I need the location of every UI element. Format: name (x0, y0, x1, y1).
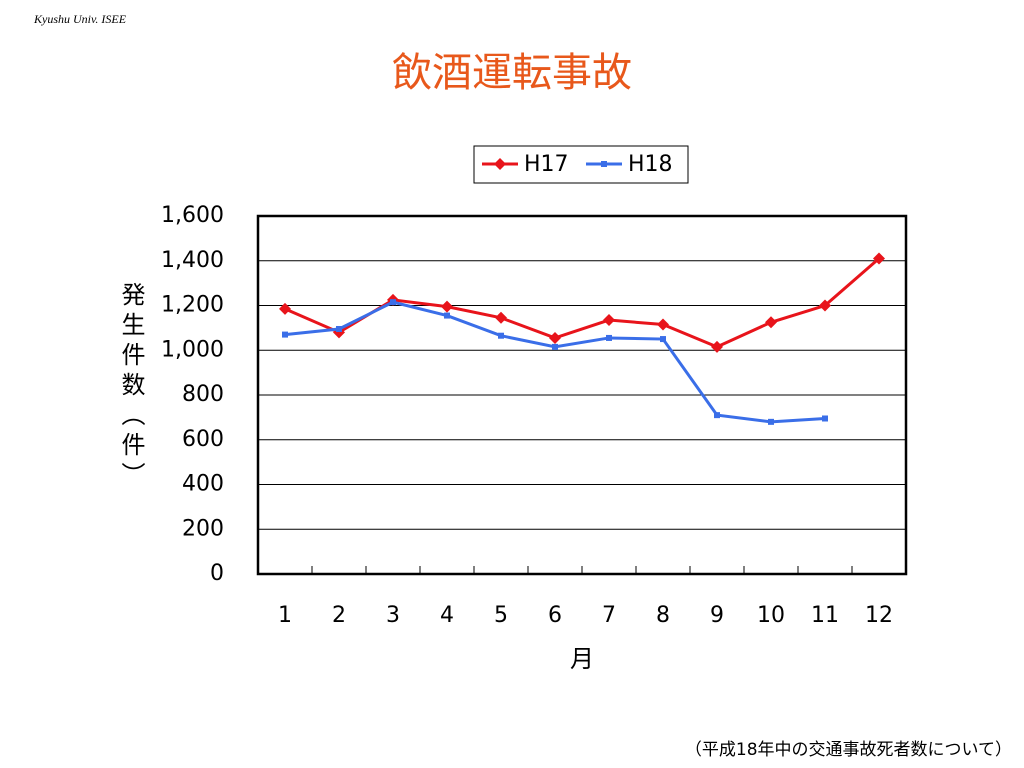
data-point (765, 316, 777, 329)
data-point (390, 299, 396, 306)
y-tick-label: 1,400 (161, 248, 224, 273)
series-line (284, 257, 880, 349)
data-point (549, 331, 561, 344)
data-point (711, 340, 723, 353)
header: Kyushu Univ. ISEE (33, 12, 127, 26)
x-tick-label: 4 (440, 603, 454, 628)
data-point (282, 331, 288, 338)
series-line (284, 300, 826, 424)
data-point (873, 252, 885, 265)
legend-label: H18 (628, 152, 673, 177)
data-point (552, 343, 558, 350)
data-point (606, 334, 612, 341)
x-tick-label: 2 (332, 603, 346, 628)
data-point (603, 314, 615, 327)
x-axis-label: 月 (570, 645, 594, 673)
y-tick-label: 800 (182, 382, 224, 407)
data-point (336, 325, 342, 332)
y-tick-label: 1,000 (161, 337, 224, 362)
data-point (441, 300, 453, 313)
x-tick-label: 12 (865, 603, 893, 628)
data-point (819, 299, 831, 312)
legend-marker (601, 161, 607, 167)
y-tick-label: 0 (210, 561, 224, 586)
x-tick-label: 10 (757, 603, 785, 628)
data-point (279, 302, 291, 315)
x-tick-label: 6 (548, 603, 562, 628)
y-axis-label: 発生件数（件） (117, 282, 145, 492)
x-tick-label: 3 (386, 603, 400, 628)
chart-title: 飲酒運転事故 (392, 50, 632, 96)
footnote: （平成18年中の交通事故死者数について） (685, 740, 1012, 760)
x-tick-label: 11 (811, 603, 839, 628)
x-tick-label: 8 (656, 603, 670, 628)
data-point (822, 415, 828, 422)
legend-marker (494, 158, 506, 170)
x-tick-label: 5 (494, 603, 508, 628)
y-tick-label: 1,600 (161, 203, 224, 228)
y-tick-label: 400 (182, 472, 224, 497)
data-point (714, 412, 720, 419)
data-point (660, 336, 666, 343)
x-tick-label: 7 (602, 603, 616, 628)
data-point (657, 318, 669, 331)
x-tick-label: 1 (278, 603, 292, 628)
legend-label: H17 (524, 152, 569, 177)
data-point (444, 312, 450, 319)
x-tick-label: 9 (710, 603, 724, 628)
y-tick-label: 200 (182, 516, 224, 541)
data-point (768, 418, 774, 425)
data-point (498, 332, 504, 339)
y-tick-label: 600 (182, 427, 224, 452)
data-point (495, 311, 507, 324)
y-tick-label: 1,200 (161, 293, 224, 318)
